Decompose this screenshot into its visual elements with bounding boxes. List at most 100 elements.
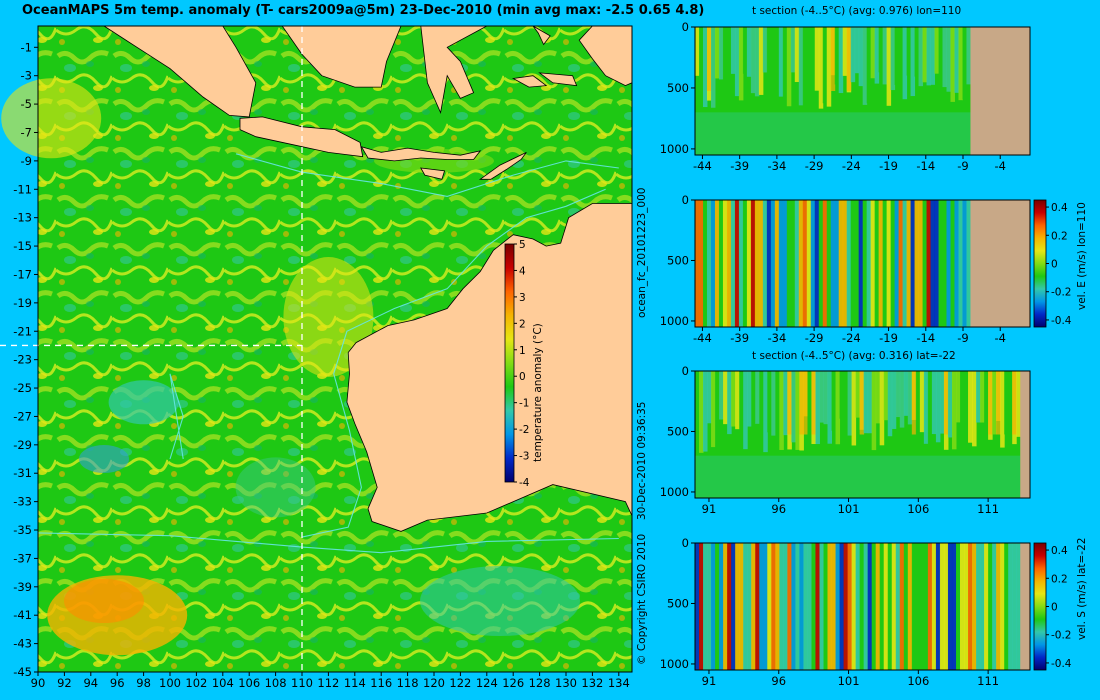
- section-x-tick-label: 111: [977, 502, 999, 516]
- section-land: [970, 27, 1030, 155]
- section-colorbar-tick-label: -0.4: [1051, 315, 1072, 327]
- map-y-tick-label: -3: [21, 69, 32, 83]
- map-x-tick-label: 108: [265, 676, 287, 690]
- map-colorbar-tick-label: -4: [519, 477, 530, 489]
- section-colorbar-tick-label: 0.2: [1051, 230, 1068, 242]
- map-colorbar-tick-label: -3: [519, 451, 529, 463]
- section-y-tick-label: 0: [682, 20, 689, 34]
- section-field: [695, 371, 1021, 498]
- section-y-tick-label: 1000: [660, 142, 689, 156]
- crosshair: [0, 26, 303, 672]
- section-frame: [694, 26, 1031, 156]
- map-x-tick-label: 98: [136, 676, 151, 690]
- section-land: [970, 200, 1030, 327]
- section-frame: [694, 199, 1031, 328]
- section-colorbar-tick-label: 0: [1051, 602, 1058, 614]
- section-y-tick-label: 1000: [660, 485, 689, 499]
- section-colorbar-tick-label: -0.2: [1051, 287, 1072, 299]
- map-colorbar-tick-label: -1: [519, 398, 529, 410]
- section-x-tick-label: 101: [838, 502, 860, 516]
- temp-section-lon110-panel[interactable]: -44 -39 -34 -29 -24 -19 -14 -9 -4 0 500 1000: [660, 20, 1031, 173]
- map-y-tick-label: -1: [21, 40, 32, 54]
- map-y-tick-label: -21: [13, 324, 32, 338]
- map-y-tick-label: -31: [13, 466, 32, 480]
- section-y-tick-label: 500: [667, 424, 689, 438]
- map-y-tick-label: -15: [13, 239, 32, 253]
- section-x-tick-label: 96: [771, 674, 786, 688]
- section-colorbar-tick-label: -0.2: [1051, 630, 1072, 642]
- map-x-tick-label: 102: [185, 676, 207, 690]
- map-x-tick-label: 114: [344, 676, 366, 690]
- section-colorbar-tick-label: 0: [1051, 259, 1058, 271]
- velS-section-lat-22-panel[interactable]: 91 96 101 106 111 0 500 1000 0.4 0.2 0 -0.2 -0.4: [660, 536, 1072, 688]
- map-x-tick-label: 124: [476, 676, 498, 690]
- copyright-label: © Copyright CSIRO 2010: [636, 533, 648, 665]
- map-y-tick-label: -29: [13, 438, 32, 452]
- main-title: OceanMAPS 5m temp. anomaly (T- cars2009a…: [22, 3, 705, 18]
- map-y-tick-label: -37: [13, 551, 32, 565]
- borneo: [281, 25, 402, 88]
- map-y-tick-label: -19: [13, 296, 32, 310]
- section-field: [695, 27, 971, 155]
- map-x-tick-label: 104: [212, 676, 234, 690]
- hot-anomaly-southwest: [64, 579, 144, 624]
- section-y-tick-label: 500: [667, 253, 689, 267]
- section-x-tick-label: -19: [879, 331, 898, 345]
- map-colorbar-tick-label: 0: [519, 371, 526, 383]
- section-y-tick-label: 1000: [660, 314, 689, 328]
- section-x-tick-label: 106: [907, 502, 929, 516]
- map-x-tick-label: 106: [238, 676, 260, 690]
- sumba: [420, 167, 446, 180]
- map-x-tick-label: 100: [159, 676, 181, 690]
- map-x-tick-label: 132: [581, 676, 603, 690]
- section-y-tick-label: 0: [682, 193, 689, 207]
- map-y-tick-label: -17: [13, 267, 32, 281]
- section-x-tick-label: 91: [702, 674, 717, 688]
- section-y-tick-label: 0: [682, 364, 689, 378]
- map-x-tick-label: 120: [423, 676, 445, 690]
- section-x-tick-label: 101: [838, 674, 860, 688]
- map-y-tick-label: -23: [13, 353, 32, 367]
- map-y-tick-label: -9: [21, 154, 32, 168]
- map-y-tick-label: -33: [13, 495, 32, 509]
- section-x-tick-label: -39: [730, 159, 749, 173]
- section-x-tick-label: 106: [907, 674, 929, 688]
- map-y-tick-label: -43: [13, 637, 32, 651]
- map-y-tick-label: -7: [21, 125, 32, 139]
- map-x-tick-label: 112: [317, 676, 339, 690]
- section-colorbar-bar: [1033, 542, 1047, 671]
- section-x-tick-label: -44: [693, 159, 712, 173]
- map-colorbar-tick-label: 3: [519, 292, 526, 304]
- map-frame: [37, 25, 633, 673]
- section-colorbar-tick-label: 0.4: [1051, 202, 1068, 214]
- map-y-tick-label: -11: [13, 182, 32, 196]
- section-x-tick-label: -4: [994, 159, 1005, 173]
- section-x-tick-label: -34: [767, 331, 786, 345]
- section-land: [1020, 371, 1030, 498]
- section-x-tick-label: -29: [805, 331, 824, 345]
- map-colorbar-bar: [504, 243, 515, 483]
- map-colorbar-label: temperature anomaly (°C): [532, 323, 544, 462]
- buru: [511, 75, 548, 88]
- section-1-title: t section (-4..5°C) (avg: 0.976) lon=110: [752, 5, 962, 17]
- halmahera: [532, 25, 551, 46]
- section-x-tick-label: -9: [957, 331, 968, 345]
- velE-section-lon110-panel[interactable]: -44 -39 -34 -29 -24 -19 -14 -9 -4 0 500 1000 0.4 0.2 0…: [660, 193, 1072, 345]
- warm-anomaly-west-coast: [283, 257, 374, 378]
- seram: [538, 72, 578, 87]
- map-panel[interactable]: 90 92 94 96 98 100 102 104 106 108 110 112 114 116 118…: [0, 25, 633, 690]
- map-x-tick-label: 116: [370, 676, 392, 690]
- map-x-tick-label: 90: [31, 676, 46, 690]
- cool-anomaly-west: [108, 380, 179, 425]
- map-y-tick-label: -25: [13, 381, 32, 395]
- map-y-tick-label: -5: [21, 97, 32, 111]
- temp-section-lat-22-panel[interactable]: 91 96 101 106 111 0 500 1000: [660, 364, 1031, 516]
- map-y-tick-label: -39: [13, 580, 32, 594]
- map-colorbar-tick-label: 4: [519, 265, 526, 277]
- timestamp-label: 30-Dec-2010 09:36:35: [636, 401, 648, 520]
- section-3-title: t section (-4..5°C) (avg: 0.316) lat=-22: [752, 350, 956, 362]
- map-x-tick-label: 134: [608, 676, 630, 690]
- section-y-tick-label: 500: [667, 596, 689, 610]
- map-x-tick-label: 92: [57, 676, 72, 690]
